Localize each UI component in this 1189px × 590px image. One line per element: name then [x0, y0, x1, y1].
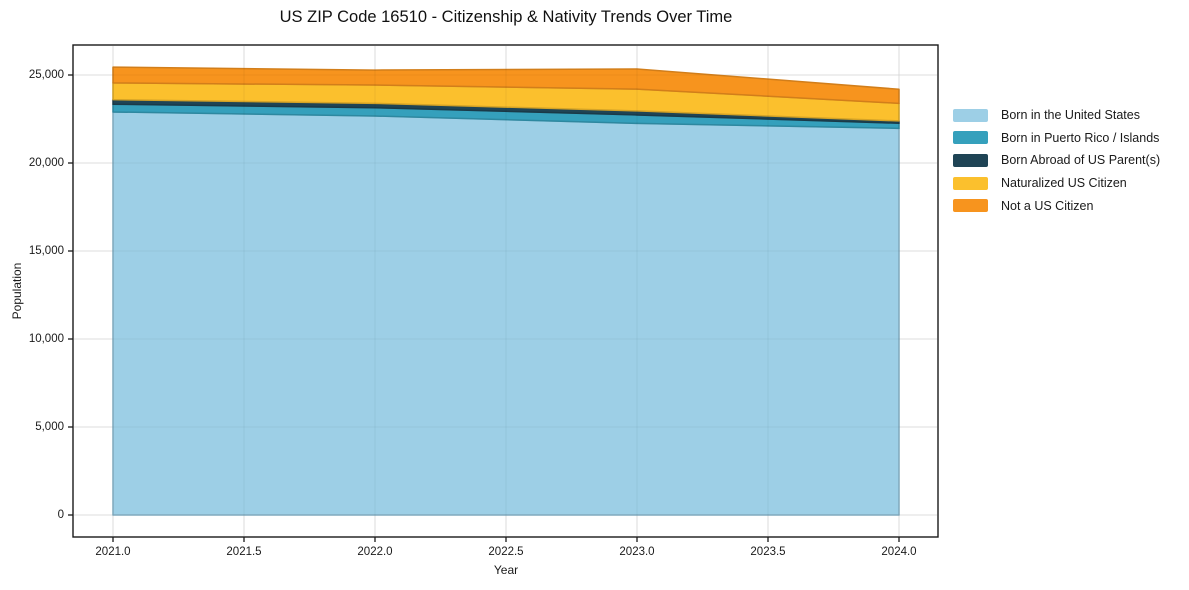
legend-item-2: Born in Puerto Rico / Islands [953, 127, 1160, 150]
legend-item-3: Born Abroad of US Parent(s) [953, 149, 1160, 172]
x-tick-label: 2023.5 [750, 546, 786, 558]
legend-item-1: Born in the United States [953, 104, 1160, 127]
x-tick-label: 2022.5 [488, 546, 524, 558]
legend-label: Not a US Citizen [1001, 198, 1094, 213]
legend-label: Naturalized US Citizen [1001, 176, 1127, 191]
y-tick-label: 5,000 [35, 421, 64, 433]
x-tick-label: 2022.0 [357, 546, 393, 558]
y-tick-label: 10,000 [28, 333, 64, 345]
y-tick-label: 15,000 [28, 245, 64, 257]
legend-swatch [953, 153, 988, 167]
legend-item-5: Not a US Citizen [953, 194, 1160, 217]
legend-label: Born Abroad of US Parent(s) [1001, 153, 1161, 168]
legend-swatch [953, 108, 988, 122]
x-tick-label: 2023.0 [619, 546, 655, 558]
y-tick-label: 0 [57, 509, 64, 521]
chart-title: US ZIP Code 16510 - Citizenship & Nativi… [279, 8, 733, 26]
legend-swatch [953, 199, 988, 213]
legend-swatch [953, 176, 988, 190]
x-tick-label: 2024.0 [881, 546, 917, 558]
legend: Born in the United States Born in Puerto … [953, 104, 1160, 217]
legend-label: Born in the United States [1001, 108, 1140, 123]
y-tick-label: 25,000 [28, 69, 64, 81]
x-axis-label: Year [493, 563, 519, 577]
area-series-5 [112, 66, 900, 105]
x-tick-label: 2021.5 [226, 546, 262, 558]
x-tick-label: 2021.0 [95, 546, 131, 558]
legend-label: Born in Puerto Rico / Islands [1001, 130, 1160, 145]
y-tick-label: 20,000 [28, 157, 64, 169]
legend-swatch [953, 131, 988, 145]
legend-item-4: Naturalized US Citizen [953, 172, 1160, 195]
